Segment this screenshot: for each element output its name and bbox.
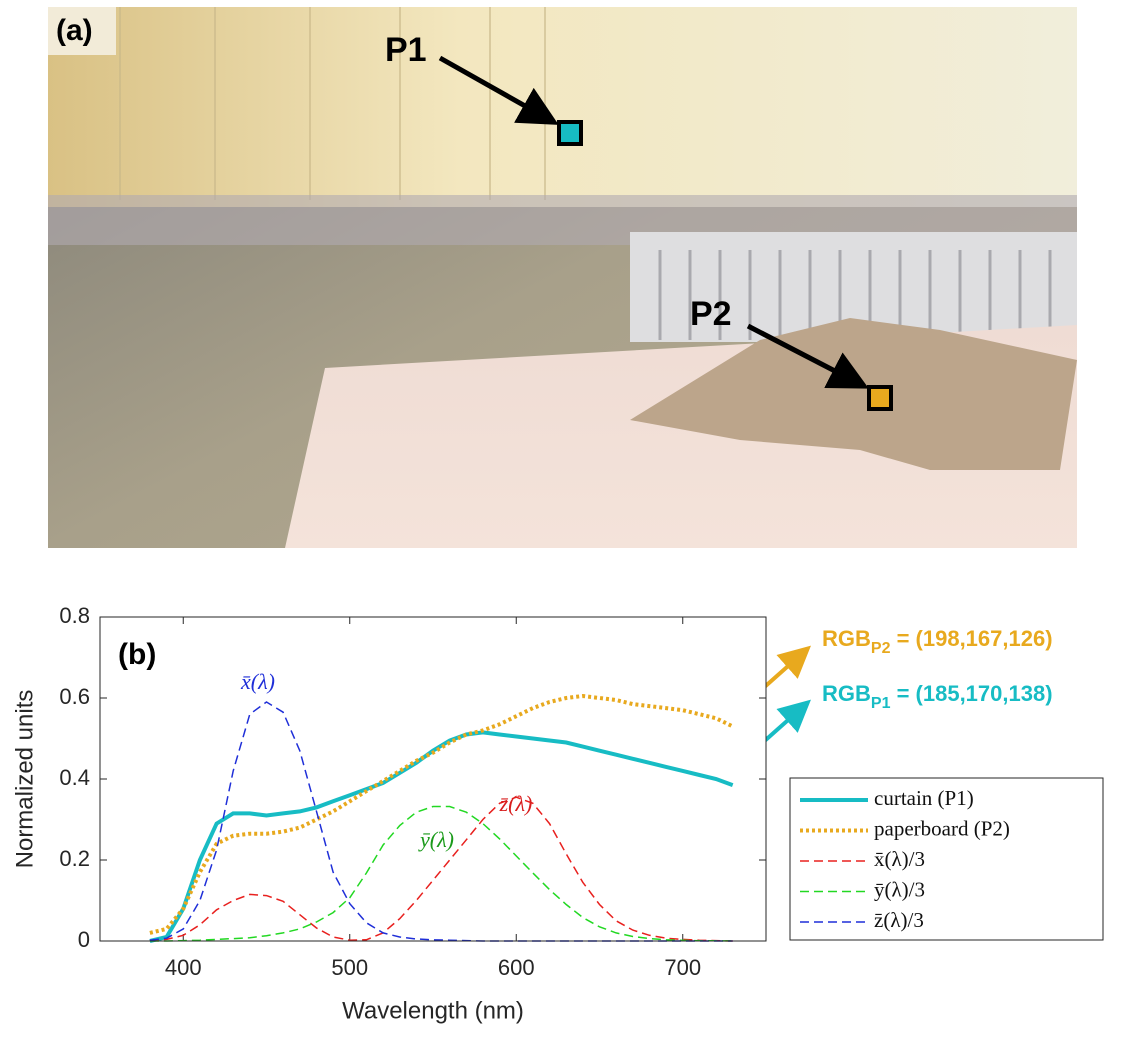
panel-label: (a) [56,14,93,47]
point-label: P2 [690,295,732,333]
panel-label-bg [48,7,116,55]
arrow [438,55,559,125]
y-tick-label: 0.8 [59,603,90,628]
arrow [746,323,869,389]
curve-label: z̄(λ) [499,791,533,816]
point-label: P1 [385,31,427,69]
rgb-label-main: RGB [822,626,871,651]
legend-label: ȳ(λ)/3 [874,877,925,901]
y-axis-label: Normalized units [11,690,38,869]
x-axis-label: Wavelength (nm) [342,997,524,1024]
rgb-label-sub: P2 [871,640,891,657]
legend-label: paperboard (P2) [874,816,1010,840]
x-tick-label: 600 [498,955,535,980]
photo-curtain [48,7,1077,207]
curve-label: x̄(λ) [240,669,275,694]
plot-frame [99,616,767,942]
legend-box [789,777,1104,941]
y-tick-label: 0 [78,927,90,952]
curve-label: ȳ(λ) [418,827,454,852]
legend-label: curtain (P1) [874,786,974,810]
series-line [149,693,734,935]
rgb-label: RGBP2 = (198,167,126) [822,626,1053,657]
paperboard [630,318,1077,470]
plot-area [100,617,766,941]
rgb-label: RGBP1 = (185,170,138) [822,681,1053,712]
rgb-label-rest: = (185,170,138) [890,681,1052,706]
x-tick-label: 500 [331,955,368,980]
y-tick-label: 0.4 [59,765,90,790]
point-marker [867,385,893,411]
y-tick-label: 0.2 [59,846,90,871]
photo: (a) P1 P2 [48,7,1077,548]
x-tick-label: 400 [165,955,202,980]
panel-label: (b) [118,638,156,671]
y-tick-label: 0.6 [59,684,90,709]
series-line [149,796,733,942]
rgb-label-rest: = (198,167,126) [890,626,1052,651]
legend: curtain (P1) paperboard (P2) x̄(λ)/3 ȳ(λ)/3… [789,777,1104,941]
point-marker [557,120,583,146]
rgb-label-main: RGB [822,681,871,706]
x-tick-label: 700 [664,955,701,980]
legend-label: x̄(λ)/3 [874,847,925,871]
legend-label: z̄(λ)/3 [874,908,924,932]
rgb-label-sub: P1 [871,695,891,712]
